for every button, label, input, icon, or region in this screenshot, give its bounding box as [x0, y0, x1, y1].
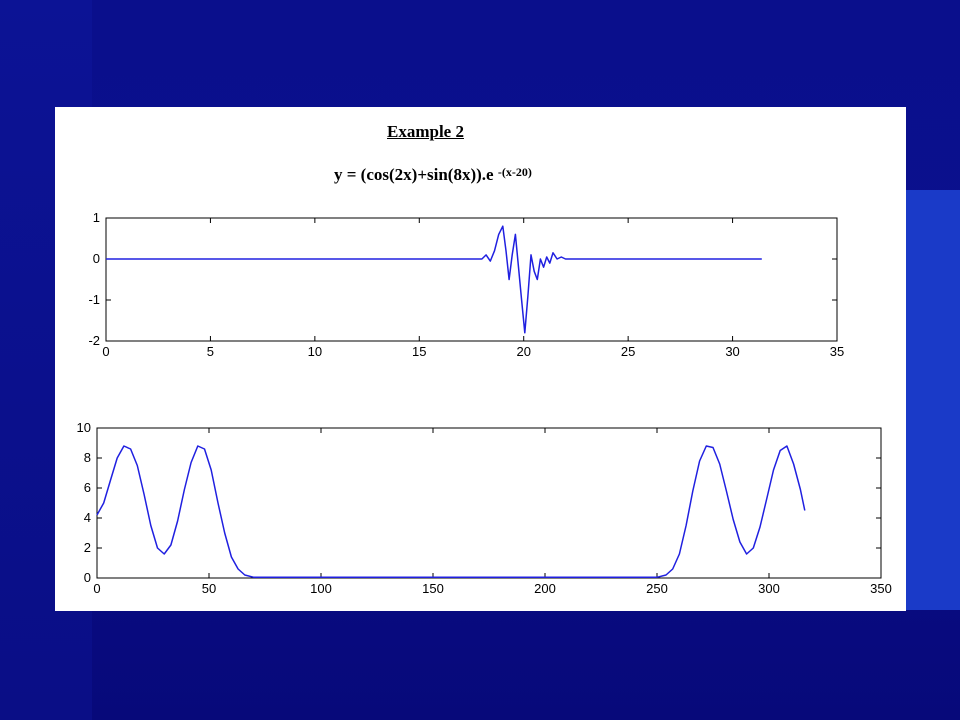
top-series-line-0: [106, 225, 762, 334]
bottom-x-tick-label: 200: [534, 581, 556, 596]
top-y-tick-label: 1: [93, 210, 100, 225]
top-x-tick-label: 10: [308, 344, 322, 359]
top-y-tick-label: 0: [93, 251, 100, 266]
bottom-x-tick-label: 350: [870, 581, 892, 596]
bottom-y-tick-label: 10: [77, 420, 91, 435]
top-x-tick-label: 15: [412, 344, 426, 359]
top-y-tick-label: -1: [88, 292, 100, 307]
bottom-x-tick-label: 250: [646, 581, 668, 596]
bottom-x-tick-label: 150: [422, 581, 444, 596]
bottom-y-tick-label: 0: [84, 570, 91, 585]
bottom-series-line-0: [96, 445, 806, 579]
bottom-x-tick-label: 300: [758, 581, 780, 596]
top-y-tick-label: -2: [88, 333, 100, 348]
slide-content-panel: Example 2 y = (cos(2x)+sin(8x)).e -(x-20…: [55, 107, 906, 611]
bottom-y-tick-label: 8: [84, 450, 91, 465]
bottom-plot: 0 50 100 150 200 250 300 350 0 2 4 6 8 10: [77, 420, 892, 596]
bottom-x-tick-label: 100: [310, 581, 332, 596]
top-x-tick-label: 35: [830, 344, 844, 359]
bottom-plot-frame: [96, 427, 882, 579]
bottom-y-tick-label: 2: [84, 540, 91, 555]
background-band-right: [905, 190, 960, 610]
top-plot: 0 5 10 15 20 25 30 35 -2 -1 0 1: [88, 210, 844, 359]
bottom-y-tick-label: 6: [84, 480, 91, 495]
formula-text: y = (cos(2x)+sin(8x)).e -(x-20): [334, 165, 532, 185]
slide-title: Example 2: [387, 122, 464, 141]
bottom-x-tick-label: 0: [93, 581, 100, 596]
top-x-tick-label: 30: [725, 344, 739, 359]
top-plot-frame: [105, 217, 838, 342]
top-x-tick-label: 25: [621, 344, 635, 359]
top-x-tick-label: 5: [207, 344, 214, 359]
top-x-tick-label: 0: [102, 344, 109, 359]
formula-exponent: -(x-20): [497, 165, 532, 179]
top-x-tick-label: 20: [516, 344, 530, 359]
bottom-y-tick-label: 4: [84, 510, 91, 525]
formula-base: y = (cos(2x)+sin(8x)).e: [334, 165, 494, 184]
bottom-x-tick-label: 50: [202, 581, 216, 596]
